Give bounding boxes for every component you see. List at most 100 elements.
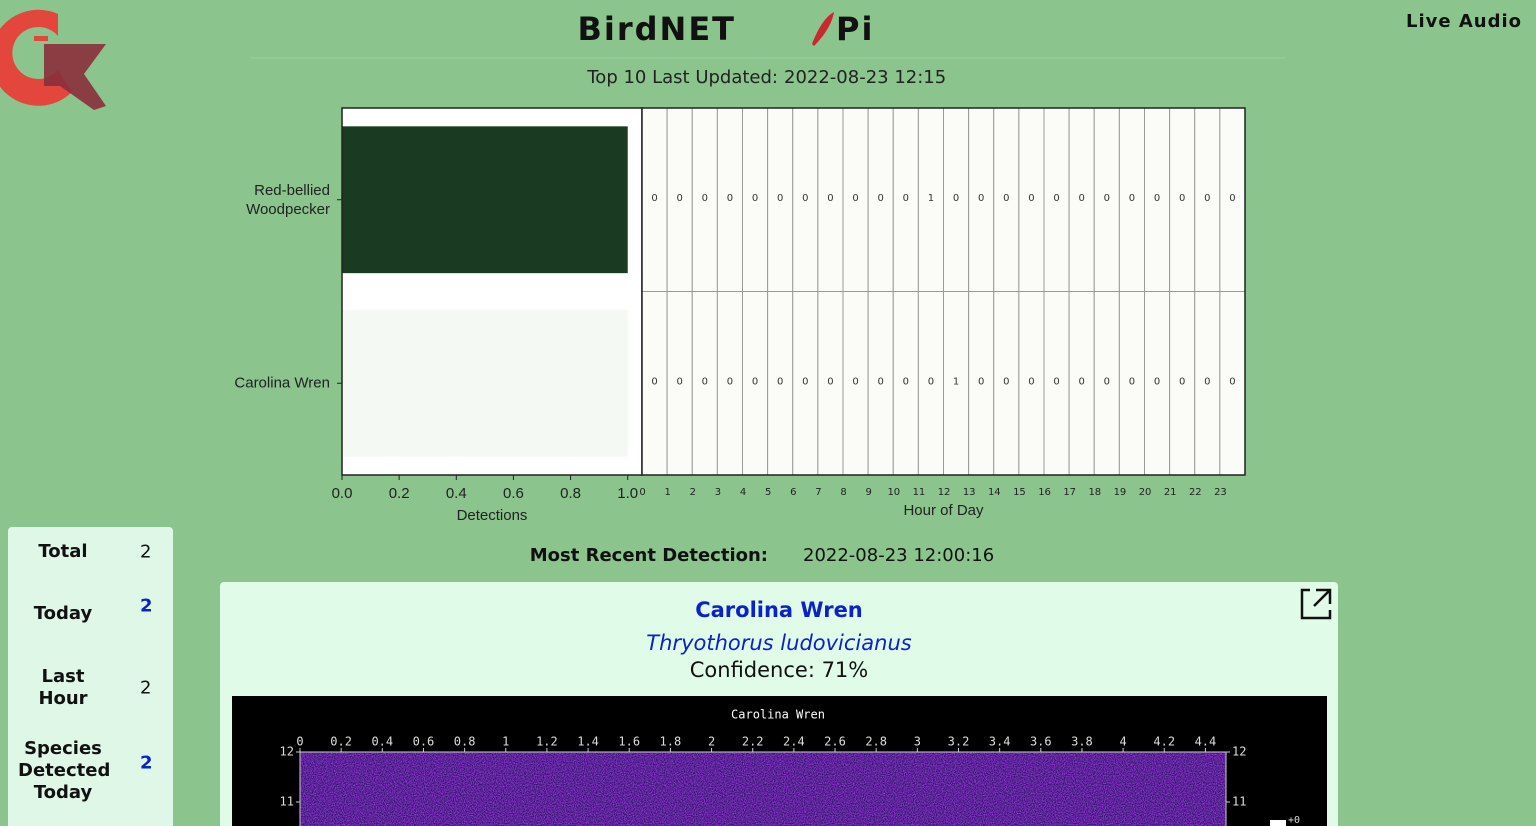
cell-value: 0 <box>1003 193 1009 204</box>
cell-value: 0 <box>1079 376 1085 387</box>
y-tick-label: Red-bellied Woodpecker <box>246 181 330 218</box>
heatmap-cell <box>842 107 869 292</box>
x-tick-label: 18 <box>1088 487 1101 498</box>
heatmap-cell <box>1118 291 1145 476</box>
site-title[interactable]: Pi <box>836 10 874 48</box>
heatmap-cell <box>968 291 995 476</box>
stats-panel <box>8 527 173 826</box>
stat-value[interactable]: 2 <box>140 752 153 774</box>
x-tick-label: 1 <box>665 487 671 498</box>
heatmap-cell <box>1219 291 1246 476</box>
recent-label: Most Recent Detection: <box>530 545 768 566</box>
heatmap-cell <box>1118 107 1145 292</box>
stat-label: Last Hour <box>38 666 88 709</box>
stat-label: Species Detected Today <box>18 738 111 803</box>
colorbar-label: +0 <box>1288 815 1300 826</box>
cell-value: 0 <box>677 376 683 387</box>
x-tick-label: 0.6 <box>413 735 435 749</box>
stat-value[interactable]: 2 <box>140 595 153 617</box>
x-tick-label: 2.6 <box>824 735 846 749</box>
cell-value: 0 <box>777 193 783 204</box>
cell-value: 1 <box>928 193 934 204</box>
site-title[interactable]: BirdNET <box>577 10 736 48</box>
cell-value: 0 <box>1104 193 1110 204</box>
x-tick-label: 19 <box>1114 487 1127 498</box>
cell-value: 0 <box>1129 193 1135 204</box>
cell-value: 0 <box>1229 193 1235 204</box>
axes-frame <box>641 107 1246 476</box>
heatmap-cell <box>1169 291 1196 476</box>
cell-value: 0 <box>1204 376 1210 387</box>
cell-value: 1 <box>953 376 959 387</box>
x-tick-label: 3.8 <box>1071 735 1093 749</box>
heatmap-cell <box>943 107 970 292</box>
x-tick-label: 2.4 <box>783 735 805 749</box>
x-tick-label: 0.8 <box>454 735 476 749</box>
x-tick-label: 9 <box>866 487 872 498</box>
heatmap-cell <box>842 291 869 476</box>
open-external-icon[interactable] <box>1300 588 1332 620</box>
cell-value: 0 <box>1053 193 1059 204</box>
scientific-name-link[interactable]: Thryothorus ludovicianus <box>646 631 911 655</box>
spectrogram-frame <box>299 751 1227 826</box>
cell-value: 0 <box>777 376 783 387</box>
cell-value: 0 <box>852 376 858 387</box>
heatmap-cell <box>892 291 919 476</box>
x-tick-label: 0.2 <box>330 735 352 749</box>
x-tick-label: 3 <box>914 735 921 749</box>
x-tick-label: 4.2 <box>1153 735 1175 749</box>
heatmap-cell <box>1068 107 1095 292</box>
x-tick-label: 3 <box>715 487 721 498</box>
x-axis-label: Detections <box>457 507 528 524</box>
logo-shape <box>34 36 48 41</box>
cell-value: 0 <box>1129 376 1135 387</box>
x-tick-label: 3.4 <box>989 735 1011 749</box>
x-tick-label: 1.0 <box>617 485 638 502</box>
heatmap-cell <box>1018 291 1045 476</box>
heatmap-cell <box>917 107 944 292</box>
x-tick-label: 2.8 <box>865 735 887 749</box>
cell-value: 0 <box>1179 193 1185 204</box>
x-tick-label: 10 <box>887 487 900 498</box>
cell-value: 0 <box>978 193 984 204</box>
cell-value: 0 <box>1154 193 1160 204</box>
x-tick-label: 14 <box>988 487 1001 498</box>
x-tick-label: 1.4 <box>577 735 599 749</box>
cell-value: 0 <box>802 193 808 204</box>
x-tick-label: 2 <box>690 487 696 498</box>
heatmap-cell <box>1144 291 1171 476</box>
heatmap-cell <box>666 107 693 292</box>
cell-value: 0 <box>1154 376 1160 387</box>
cell-value: 0 <box>978 376 984 387</box>
y-tick-label: 11 <box>1232 795 1246 809</box>
x-tick-label: 0.4 <box>446 485 467 502</box>
x-tick-label: 0.2 <box>389 485 410 502</box>
x-tick-label: 7 <box>815 487 821 498</box>
spectrogram-title: Carolina Wren <box>731 708 825 722</box>
cell-value: 0 <box>903 193 909 204</box>
x-tick-label: 1 <box>502 735 509 749</box>
heatmap-cell <box>691 107 718 292</box>
live-audio-link[interactable]: Live Audio <box>1406 11 1522 32</box>
cell-value: 0 <box>1053 376 1059 387</box>
cell-value: 0 <box>677 193 683 204</box>
x-tick-label: 1.8 <box>660 735 682 749</box>
cell-value: 0 <box>752 193 758 204</box>
bar <box>342 126 628 274</box>
x-tick-label: 0 <box>639 487 645 498</box>
stat-label: Total <box>38 541 88 562</box>
x-tick-label: 0.0 <box>332 485 353 502</box>
bar <box>342 309 628 457</box>
common-name-link[interactable]: Carolina Wren <box>695 598 863 622</box>
heatmap-cell <box>641 291 668 476</box>
cell-value: 0 <box>651 376 657 387</box>
cell-value: 0 <box>903 376 909 387</box>
cell-value: 0 <box>1028 376 1034 387</box>
cell-value: 0 <box>827 376 833 387</box>
x-tick-label: 0.4 <box>371 735 393 749</box>
logo[interactable] <box>0 9 106 110</box>
x-tick-label: 4.4 <box>1195 735 1217 749</box>
x-tick-label: 23 <box>1214 487 1227 498</box>
heatmap-cell <box>1093 291 1120 476</box>
stat-value: 2 <box>140 541 152 563</box>
